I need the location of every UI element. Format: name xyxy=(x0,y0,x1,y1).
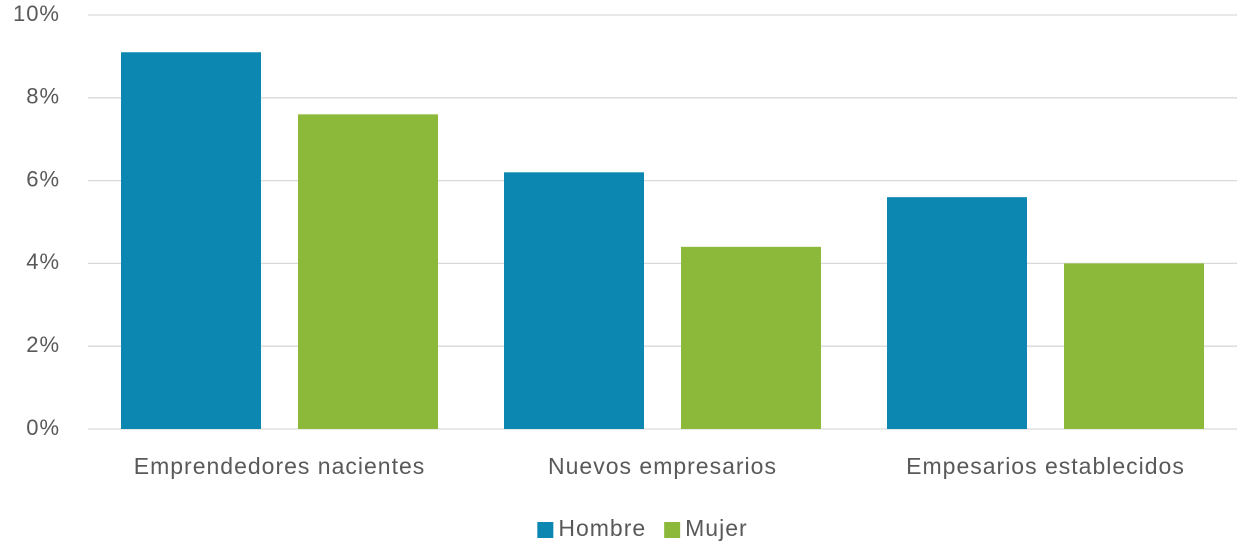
y-tick-label: 4% xyxy=(26,249,60,274)
legend-swatch xyxy=(664,522,681,538)
legend-label: Hombre xyxy=(558,515,646,541)
y-tick-label: 0% xyxy=(26,415,60,440)
bar xyxy=(681,246,821,429)
x-tick-label: Nuevos empresarios xyxy=(548,453,777,479)
x-tick-label: Emprendedores nacientes xyxy=(134,453,426,479)
y-tick-label: 8% xyxy=(26,84,60,109)
y-tick-label: 6% xyxy=(26,166,60,191)
y-tick-label: 10% xyxy=(13,1,60,26)
bar xyxy=(298,114,438,430)
legend-label: Mujer xyxy=(685,515,748,541)
y-tick-label: 2% xyxy=(26,332,60,357)
bar xyxy=(1064,263,1204,429)
bar xyxy=(121,52,261,429)
legend-swatch xyxy=(537,522,554,538)
legend: Hombre Mujer xyxy=(537,515,747,541)
bar xyxy=(887,197,1027,429)
x-tick-label: Empesarios establecidos xyxy=(906,453,1185,479)
bar xyxy=(504,172,644,429)
